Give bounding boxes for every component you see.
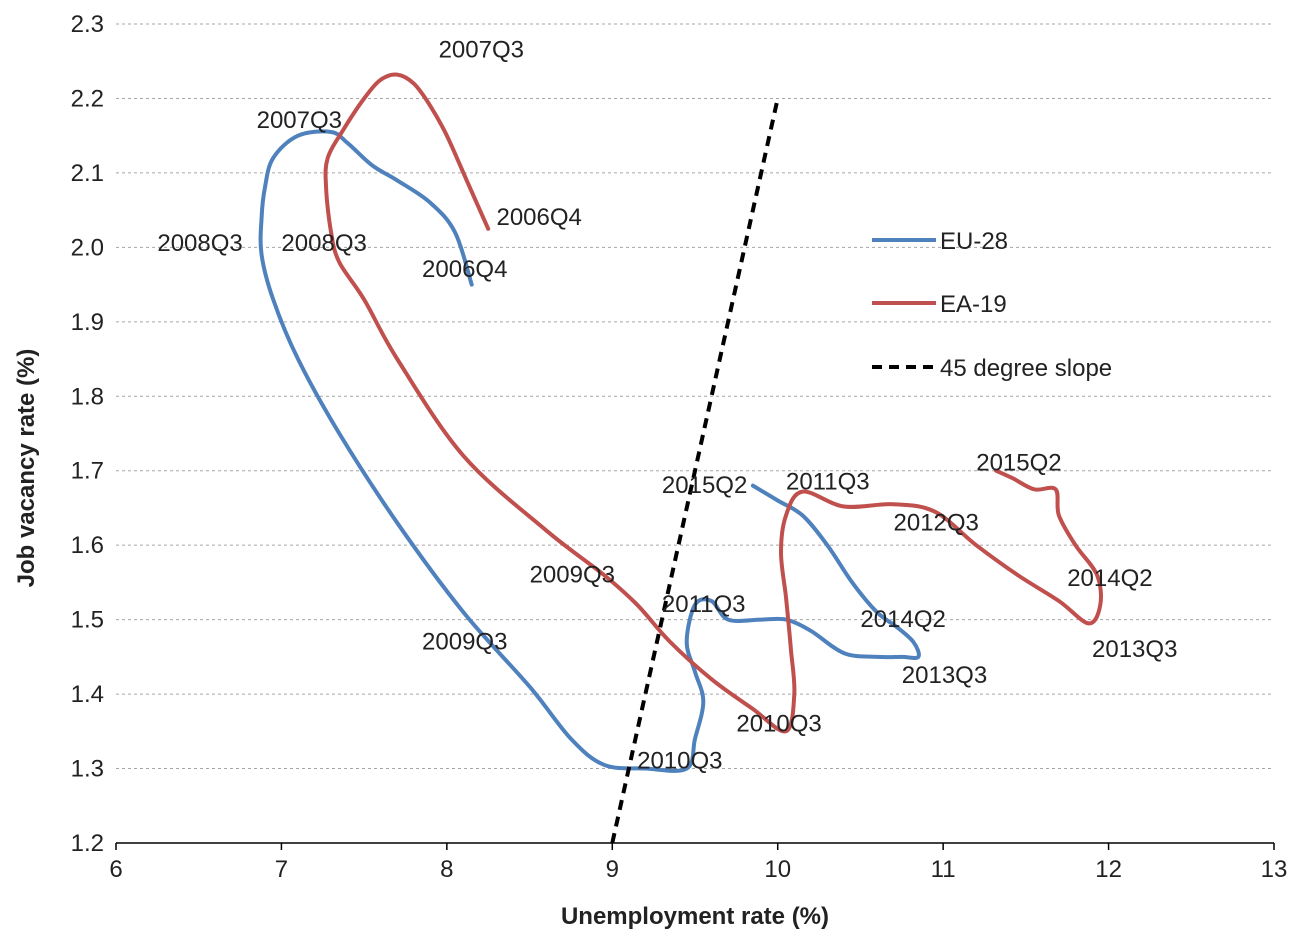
point-label: 2012Q3 [894,509,979,536]
legend-label-ea-19: EA-19 [940,291,1007,318]
series-line-eu-28 [258,129,921,773]
point-label: 2010Q3 [637,748,722,775]
y-tick-label: 1.2 [71,830,104,857]
legend-label-45-degree-slope: 45 degree slope [940,355,1112,382]
x-tick-label: 10 [764,856,791,883]
x-axis-title: Unemployment rate (%) [561,903,829,930]
y-tick-label: 1.6 [71,532,104,559]
series [258,72,1103,844]
x-tick-label: 11 [931,856,956,883]
x-tick-label: 6 [109,856,122,883]
y-tick-label: 1.8 [71,383,104,410]
point-label: 2009Q3 [530,561,615,588]
y-tick-label: 1.5 [71,607,104,634]
x-tick-label: 8 [440,856,453,883]
point-label: 2015Q2 [662,472,747,499]
point-label: 2011Q3 [786,468,870,495]
point-labels: 2007Q3 2007Q3 2006Q4 2008Q3 2008Q3 2006Q4 2015… [157,37,1177,775]
point-label: 2013Q3 [1092,636,1177,663]
point-label: 2015Q2 [976,450,1061,477]
legend-label-eu-28: EU-28 [940,228,1008,255]
y-tick-label: 1.9 [71,309,104,336]
point-label: 2009Q3 [422,628,507,655]
point-label: 2007Q3 [439,37,524,64]
point-label: 2011Q3 [662,591,746,618]
point-label: 2007Q3 [257,107,342,134]
x-tick-label: 7 [275,856,288,883]
x-tick-label: 9 [606,856,619,883]
x-tick-label: 12 [1095,856,1122,883]
series-line-45-degree-slope [610,98,780,844]
y-tick-label: 1.7 [71,458,104,485]
y-tick-label: 2.1 [71,160,104,187]
y-tick-label: 1.4 [71,681,104,708]
point-label: 2010Q3 [736,710,821,737]
point-label: 2014Q2 [1067,565,1152,592]
x-tick-label: 13 [1261,856,1288,883]
y-tick-label: 2.2 [71,85,104,112]
point-label: 2013Q3 [902,662,987,689]
y-axis-title: Job vacancy rate (%) [13,349,40,588]
point-label: 2014Q2 [860,606,945,633]
y-tick-label: 2.0 [71,234,104,261]
y-tick-label: 2.3 [71,11,104,38]
point-label: 2008Q3 [157,230,242,257]
point-label: 2008Q3 [281,230,366,257]
point-label: 2006Q4 [422,256,507,283]
y-tick-label: 1.3 [71,756,104,783]
point-label: 2006Q4 [496,204,581,231]
legend: EU-28 EA-19 45 degree slope [872,228,1112,382]
series-line-ea-19 [323,72,1103,734]
axes: 1.2 1.3 1.4 1.5 1.6 1.7 1.8 1.9 2.0 2.1 2.2 2.3 6 7 8 9… [71,11,1288,883]
